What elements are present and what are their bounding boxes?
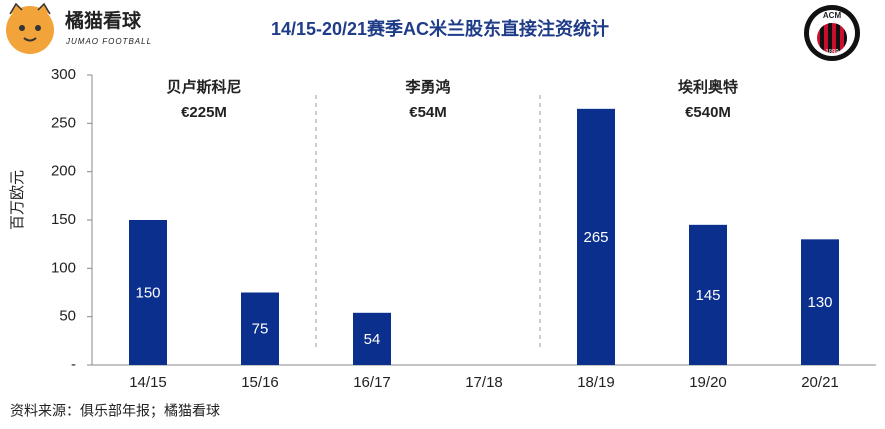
y-tick-label: 300 [51, 66, 76, 83]
club-initials: ACM [823, 11, 842, 20]
x-tick-label: 14/15 [129, 374, 167, 391]
y-tick-label: 100 [51, 259, 76, 276]
group-amount: €540M [685, 104, 731, 121]
group-name: 贝卢斯科尼 [166, 78, 241, 96]
y-tick-label: 200 [51, 163, 76, 180]
logo-subtitle: JUMAO FOOTBALL [65, 37, 152, 46]
club-year: 1899 [825, 50, 839, 56]
cat-logo [6, 2, 54, 54]
bar-value-label: 145 [695, 287, 720, 304]
y-tick-label: 250 [51, 114, 76, 131]
x-tick-label: 20/21 [801, 374, 839, 391]
group-name: 李勇鸿 [404, 78, 450, 96]
bar-value-label: 265 [583, 229, 608, 246]
bar-value-label: 75 [252, 321, 269, 338]
y-tick-label: 150 [51, 211, 76, 228]
bar [353, 312, 391, 365]
chart-title: 14/15-20/21赛季AC米兰股东直接注资统计 [271, 18, 609, 39]
y-axis-label: 百万欧元 [9, 170, 26, 230]
x-tick-label: 18/19 [577, 374, 615, 391]
y-tick-label: - [71, 356, 76, 373]
bar [689, 224, 727, 365]
y-tick-label: 50 [59, 308, 76, 325]
bar [129, 220, 167, 365]
x-tick-label: 19/20 [689, 374, 727, 391]
bar [577, 108, 615, 365]
x-tick-label: 17/18 [465, 374, 503, 391]
x-tick-label: 16/17 [353, 374, 391, 391]
logo-name: 橘猫看球 [64, 9, 142, 32]
x-tick-label: 15/16 [241, 374, 279, 391]
source-note: 资料来源：俱乐部年报；橘猫看球 [10, 403, 220, 420]
bar [801, 239, 839, 365]
bar-value-label: 54 [364, 331, 381, 348]
club-logo: ACM 1899 [804, 5, 860, 61]
group-amount: €54M [409, 104, 447, 121]
group-amount: €225M [181, 104, 227, 121]
bar-value-label: 130 [807, 294, 832, 311]
bar [241, 292, 279, 365]
group-name: 埃利奥特 [678, 78, 738, 96]
bar-value-label: 150 [135, 284, 160, 301]
